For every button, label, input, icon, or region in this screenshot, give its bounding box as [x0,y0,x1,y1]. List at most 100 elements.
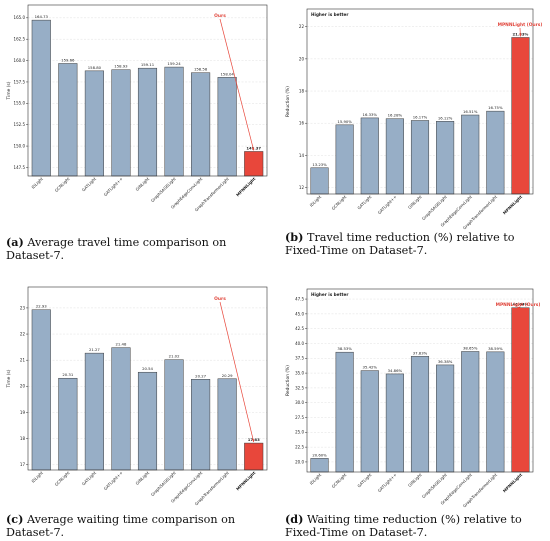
bar-GraphTransformerLight [486,110,505,195]
x-tick-label: GATLight [81,176,98,193]
x-tick-label: GraphSAGELight [421,472,448,499]
arrow-head [519,33,522,37]
chart-waiting-time-reduction: 20.0 22.5 25.0 27.5 30.0 32.5 35.0 37.5 40.0 42.5… [285,288,541,508]
value-label: 16.33% [363,112,378,117]
bar-GraphEdgeConvLight [191,72,211,177]
chart-note: Higher is better [311,292,349,297]
bar-IDLight [310,167,329,195]
bar-GATLight++ [385,373,404,473]
x-tick-label: IDLight [309,472,323,486]
value-label: 22.93 [36,304,47,309]
x-tick-label: GraphSAGELight [421,194,448,221]
y-axis-label: Time (s) [6,369,12,388]
y-tick-label: 147.5 [14,165,26,170]
value-label: 20.27 [195,373,206,378]
y-tick-label: 37.5 [295,356,304,361]
y-tick-label: 16 [299,121,305,126]
bar-GATLight [360,117,379,195]
x-tick-label: MPNNLight [235,176,256,197]
y-tick-label: 157.5 [14,79,26,84]
ours-annotation: MPNNLight (Ours) [496,302,541,308]
value-label: 13.23% [312,162,327,167]
x-tick-label: GATLight++ [103,470,124,491]
x-tick-label: GraphSAGELight [150,176,177,203]
caption-b: (b) Travel time reduction (%) relative t… [285,230,515,258]
value-label: 16.51% [463,109,478,114]
annotation-arrow [219,18,255,151]
x-tick-label: GINLight [134,470,150,486]
y-tick-label: 20 [20,384,26,389]
value-label: 16.12% [438,115,453,120]
value-label: 38.59% [488,346,503,351]
bar-GraphSAGELight [164,359,184,471]
value-label: 21.27 [89,347,100,352]
value-label: 34.86% [388,368,403,373]
y-axis-label: Reduction (%) [285,365,291,396]
x-tick-label: MPNNLight [502,472,523,493]
bar-GraphSAGELight [436,121,455,195]
bar-MPNNLight [244,442,264,471]
panel-c: 17 18 19 20 21 22 23 Time (s) 22.93 IDLight 20.31 G… [0,280,275,541]
bar-GCNLight [58,63,78,177]
value-label: 158.04 [221,71,235,76]
value-label: 159.66 [61,57,75,62]
bar-GINLight [410,356,430,473]
bar-GATLight [360,370,379,473]
value-label: 21.48 [116,342,127,347]
y-tick-label: 14 [299,153,305,158]
chart-avg-travel-time: 147.5 150.0 152.5 155.0 157.5 160.0 162.5 165.0… [6,4,268,212]
value-label: 159.11 [141,62,155,67]
bar-MPNNLight [244,151,264,177]
value-label: 158.93 [114,64,128,69]
value-label: 16.75% [488,105,503,110]
y-tick-label: 20 [299,56,305,61]
value-label: 20.60% [312,452,327,457]
caption-a: (a) Average travel time comparison on Da… [6,235,227,263]
value-label: 15.90% [337,119,352,124]
x-tick-label: GINLight [407,472,423,488]
chart-avg-waiting-time: 17 18 19 20 21 22 23 Time (s) 22.93 IDLight 20.31 G… [6,286,268,506]
x-tick-label: IDLight [309,194,323,208]
y-tick-label: 152.5 [14,122,26,127]
value-label: 36.38% [438,359,453,364]
panel-d: 20.0 22.5 25.0 27.5 30.0 32.5 35.0 37.5 40.0 42.5… [275,280,550,541]
bar-GraphTransformerLight [217,77,237,177]
x-tick-label: IDLight [30,176,44,190]
bar-GraphTransformerLight [217,378,237,471]
value-label: 158.80 [88,65,102,70]
x-tick-label: GCNLight [54,176,71,193]
bar-GCNLight [335,351,354,473]
arrow-head [251,439,255,443]
y-tick-label: 23 [20,305,26,310]
x-tick-label: GATLight [81,470,98,487]
y-tick-label: 25.0 [295,430,304,435]
value-label: 16.28% [388,113,403,118]
y-tick-label: 162.5 [14,37,26,42]
y-axis-label: Time (s) [6,81,12,100]
x-tick-label: GCNLight [330,472,347,489]
y-tick-label: 47.5 [295,296,304,301]
bar-IDLight [31,19,51,177]
plot-frame [27,286,268,471]
bar-GCNLight [335,124,354,195]
y-tick-label: 18 [20,436,26,441]
bar-GraphEdgeConvLight [461,351,480,473]
x-tick-label: GCNLight [330,194,347,211]
x-tick-label: GINLight [134,176,150,192]
x-tick-label: GATLight [356,194,373,211]
y-tick-label: 21 [20,358,26,363]
bar-GATLight [84,70,104,177]
x-tick-label: GCNLight [54,470,71,487]
bar-GATLight [84,352,104,471]
caption-c: (c) Average waiting time comparison on D… [6,512,236,540]
ours-annotation: Ours [214,13,226,19]
y-tick-label: 27.5 [295,415,304,420]
bar-MPNNLight [511,307,530,473]
caption-d: (d) Waiting time reduction (%) relative … [285,512,522,540]
y-tick-label: 165.0 [14,15,26,20]
chart-travel-time-reduction: 12 14 16 18 20 22 Reduction (%) 13.23% IDLight 15… [285,8,542,230]
arrow-head [517,306,521,310]
value-label: 37.83% [413,350,428,355]
panel-a: 147.5 150.0 152.5 155.0 157.5 160.0 162.5 165.0… [0,0,275,270]
value-label: 159.24 [167,61,181,66]
